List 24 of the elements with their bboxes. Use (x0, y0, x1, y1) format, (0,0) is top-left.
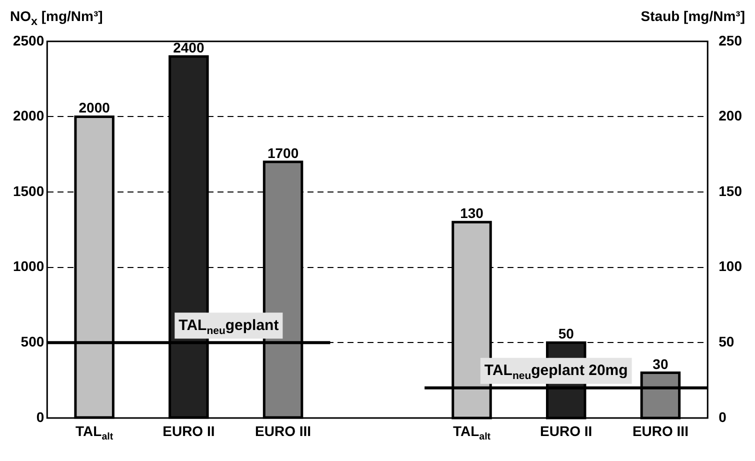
y-tick-label: 500 (20, 334, 44, 350)
data-label: 1700 (267, 144, 299, 161)
y-tick-label: 2000 (12, 108, 44, 124)
x-tick-label: EURO II (162, 422, 215, 439)
y2-tick-label: 100 (718, 258, 742, 274)
y-tick-label: 0 (36, 408, 44, 425)
data-label: 130 (460, 205, 484, 222)
y2-tick-label: 250 (718, 32, 742, 48)
y-tick-label: 1500 (12, 182, 44, 199)
data-label: 2000 (78, 100, 110, 116)
y-tick-label: 2500 (12, 32, 44, 48)
y2-tick-label: 150 (718, 182, 742, 199)
data-label: 30 (652, 356, 668, 372)
y-tick-label: 1000 (12, 258, 44, 274)
y2-tick-label: 0 (718, 408, 727, 425)
y2-tick-label: 200 (718, 108, 742, 124)
y-axis-title: NO$_{x}$ [mg/Nm³] (10, 8, 103, 30)
x-tick-label: EURO II (540, 422, 592, 439)
x-tick-label: EURO III (632, 422, 688, 439)
data-label: 50 (558, 326, 574, 342)
data-label: 2400 (173, 39, 204, 56)
y2-tick-label: 50 (718, 334, 734, 350)
x-tick-label: EURO III (255, 422, 312, 439)
y2-axis-title: Staub [mg/Nm³] (640, 8, 745, 26)
